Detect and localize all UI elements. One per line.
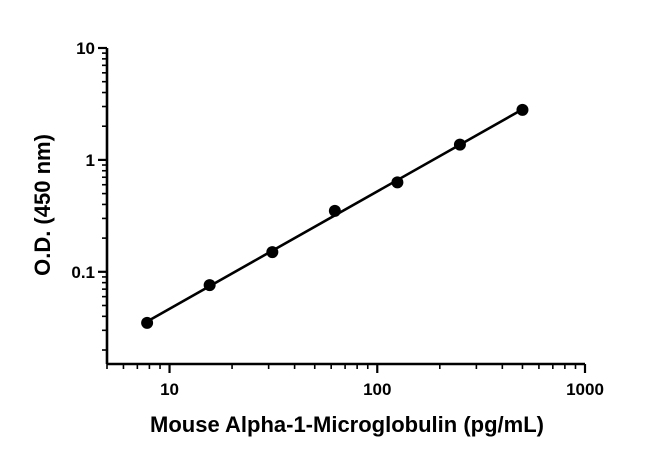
data-point: [328, 204, 341, 217]
x-tick-label: 100: [363, 380, 391, 399]
data-point: [266, 246, 279, 259]
data-point: [203, 279, 216, 292]
y-tick-label: 10: [76, 39, 95, 58]
x-axis-title: Mouse Alpha-1-Microglobulin (pg/mL): [150, 412, 544, 437]
y-tick-label: 0.1: [71, 263, 95, 282]
x-tick-label: 10: [160, 380, 179, 399]
x-tick-label: 1000: [566, 380, 604, 399]
axes: 0.1 1 10 10 100 1000: [71, 39, 604, 399]
y-axis-title: O.D. (450 nm): [30, 134, 55, 276]
data-point: [141, 316, 154, 329]
data-points: [141, 103, 529, 329]
data-point: [516, 103, 529, 116]
data-point: [453, 138, 466, 151]
data-point: [391, 176, 404, 189]
y-tick-label: 1: [86, 151, 95, 170]
